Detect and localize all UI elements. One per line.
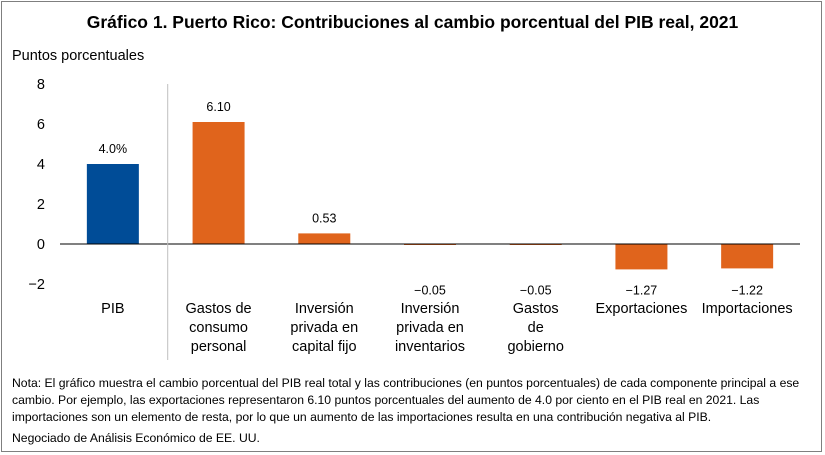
category-label: Importaciones — [702, 301, 793, 317]
data-label: 0.53 — [312, 211, 336, 225]
bars — [86, 122, 774, 270]
y-tick-label: 0 — [37, 237, 45, 253]
data-labels: 4.0% 6.10 0.53 −0.05 −0.05 −1.27 −1.22 — [99, 100, 763, 297]
bar — [86, 164, 139, 244]
y-axis-ticks: −2 0 2 4 6 8 — [28, 77, 45, 293]
data-label: −1.22 — [731, 283, 763, 297]
bar — [192, 122, 245, 244]
chart-note: Nota: El gráfico muestra el cambio porce… — [12, 376, 800, 424]
bar — [298, 233, 351, 244]
y-axis-label: Puntos porcentuales — [12, 48, 145, 64]
chart-source: Negociado de Análisis Económico de EE. U… — [12, 431, 260, 445]
category-label: Inversión privada en capital fijo — [290, 301, 358, 355]
y-tick-label: 4 — [37, 157, 45, 173]
chart-title: Gráfico 1. Puerto Rico: Contribuciones a… — [86, 12, 739, 32]
data-label: 4.0% — [99, 142, 128, 156]
category-label: Exportaciones — [595, 301, 687, 317]
category-label: Gastos de consumo personal — [186, 301, 252, 355]
data-label: −0.05 — [520, 283, 552, 297]
bar — [721, 244, 774, 269]
bar — [615, 244, 668, 270]
y-tick-label: −2 — [28, 277, 45, 293]
y-tick-label: 2 — [37, 197, 45, 213]
category-label: PIB — [101, 301, 124, 317]
data-label: −1.27 — [626, 283, 658, 297]
y-tick-label: 8 — [37, 77, 45, 93]
category-label: Inversión privada en inventarios — [395, 301, 465, 355]
data-label: −0.05 — [414, 283, 446, 297]
category-label: Gastos de gobierno — [507, 301, 563, 355]
data-label: 6.10 — [206, 100, 230, 114]
category-labels: PIB Gastos de consumo personal Inversión priv… — [101, 301, 793, 355]
y-tick-label: 6 — [37, 117, 45, 133]
